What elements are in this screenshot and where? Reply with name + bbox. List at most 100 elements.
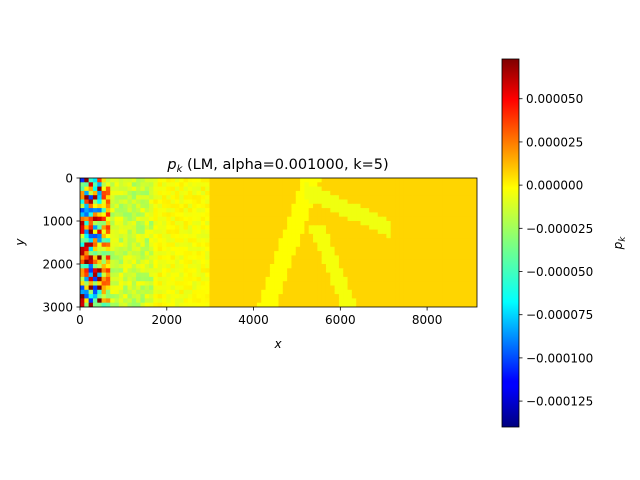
heatmap-cell [364, 251, 370, 256]
heatmap-cell [468, 242, 474, 248]
heatmap-cell [451, 212, 457, 218]
heatmap-cell [386, 302, 392, 307]
heatmap-cell [200, 216, 206, 222]
heatmap-cell [343, 285, 349, 291]
heatmap-cell [313, 264, 318, 269]
heatmap-cell [140, 264, 146, 269]
heatmap-cell [429, 289, 435, 295]
heatmap-cell [369, 208, 375, 213]
heatmap-cell [192, 302, 198, 307]
heatmap-cell [127, 199, 133, 205]
heatmap-cell [239, 229, 245, 235]
heatmap-cell [213, 233, 219, 239]
heatmap-cell [429, 182, 435, 188]
heatmap-cell [399, 221, 405, 226]
heatmap-cell [174, 212, 180, 218]
heatmap-cell [127, 178, 133, 183]
heatmap-cell [338, 264, 344, 269]
heatmap-cell [420, 246, 426, 252]
heatmap-cell [243, 238, 249, 244]
heatmap-cell [153, 259, 159, 265]
heatmap-cell [265, 272, 271, 278]
heatmap-cell [157, 272, 163, 278]
heatmap-cell [313, 251, 318, 256]
heatmap-cell [343, 216, 349, 222]
heatmap-cell [313, 242, 318, 248]
heatmap-cell [313, 195, 318, 201]
heatmap-cell [118, 264, 124, 269]
heatmap-cell [114, 190, 120, 196]
heatmap-cell [153, 221, 159, 226]
heatmap-cell [127, 225, 133, 231]
heatmap-cell [200, 285, 206, 291]
heatmap-cell [438, 264, 444, 269]
heatmap-cell [338, 272, 344, 278]
heatmap-cell [105, 178, 111, 183]
heatmap-cell [161, 216, 167, 222]
heatmap-cell [231, 276, 236, 282]
heatmap-cell [438, 276, 444, 282]
heatmap-cell [399, 178, 405, 183]
heatmap-cell [278, 233, 284, 239]
heatmap-cell [304, 221, 310, 226]
heatmap-cell [231, 268, 236, 274]
heatmap-cell [196, 203, 202, 209]
heatmap-cell [386, 229, 392, 235]
heatmap-cell [351, 276, 357, 282]
heatmap-cell [377, 302, 383, 307]
heatmap-cell [390, 242, 396, 248]
heatmap-cell [183, 212, 189, 218]
heatmap-cell [278, 203, 284, 209]
heatmap-cell [209, 255, 215, 261]
heatmap-cell [110, 251, 116, 256]
heatmap-cell [468, 199, 474, 205]
heatmap-cell [338, 276, 344, 282]
heatmap-cell [416, 259, 422, 265]
heatmap-cell [399, 294, 405, 299]
heatmap-cell [205, 178, 211, 183]
heatmap-cell [420, 238, 426, 244]
heatmap-cell [382, 298, 387, 304]
heatmap-cell [140, 216, 146, 222]
heatmap-cell [278, 251, 284, 256]
heatmap-cell [118, 302, 124, 307]
heatmap-cell [256, 203, 262, 209]
heatmap-cell [412, 268, 418, 274]
heatmap-cell [325, 259, 331, 265]
heatmap-cell [153, 225, 159, 231]
heatmap-cell [356, 221, 362, 226]
heatmap-cell [300, 216, 305, 222]
heatmap-cell [80, 233, 85, 239]
heatmap-cell [300, 212, 305, 218]
heatmap-cell [161, 229, 167, 235]
heatmap-cell [136, 259, 142, 265]
heatmap-cell [356, 246, 362, 252]
heatmap-cell [261, 276, 267, 282]
heatmap-cell [84, 225, 90, 231]
heatmap-cell [282, 221, 288, 226]
heatmap-cell [114, 233, 120, 239]
heatmap-cell [295, 203, 301, 209]
heatmap-cell [330, 289, 336, 295]
heatmap-cell [174, 259, 180, 265]
heatmap-cell [123, 190, 129, 196]
heatmap-cell [347, 264, 353, 269]
heatmap-cell [123, 294, 129, 299]
heatmap-cell [399, 238, 405, 244]
heatmap-cell [451, 302, 457, 307]
heatmap-cell [123, 208, 129, 213]
heatmap-cell [170, 238, 176, 244]
heatmap-cell [373, 276, 379, 282]
heatmap-cell [442, 229, 448, 235]
heatmap-cell [114, 225, 120, 231]
heatmap-cell [464, 225, 469, 231]
heatmap-cell [425, 233, 431, 239]
heatmap-cell [472, 238, 477, 244]
heatmap-cell [347, 216, 353, 222]
heatmap-cell [174, 281, 180, 287]
heatmap-cell [425, 289, 431, 295]
heatmap-cell [205, 229, 211, 235]
heatmap-cell [131, 264, 137, 269]
heatmap-cell [300, 289, 305, 295]
heatmap-cell [97, 242, 103, 248]
